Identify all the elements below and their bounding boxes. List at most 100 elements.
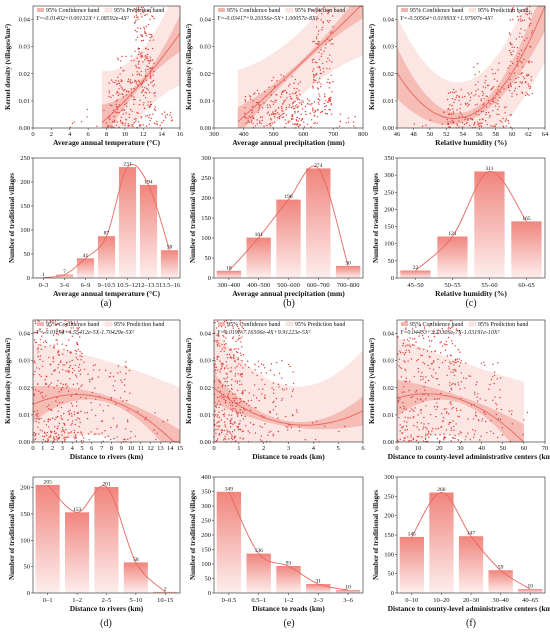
x-axis-label: Relative humidity (%) — [435, 138, 507, 147]
scatter-point — [510, 51, 512, 54]
scatter-point — [272, 409, 275, 411]
scatter-point — [469, 438, 471, 440]
scatter-point — [223, 437, 226, 440]
scatter-point — [441, 328, 443, 330]
scatter-point — [273, 374, 275, 376]
scatter-point — [281, 110, 283, 112]
scatter-point — [424, 398, 427, 400]
scatter-point — [443, 439, 445, 441]
x-tick-label: 0–0.5 — [222, 597, 237, 604]
scatter-point — [319, 69, 322, 71]
scatter-point — [113, 115, 115, 118]
scatter-point — [399, 398, 401, 400]
scatter-point — [480, 122, 482, 124]
scatter-point — [261, 440, 263, 442]
scatter-point — [217, 333, 220, 335]
scatter-point — [446, 374, 448, 376]
scatter-point — [154, 92, 156, 94]
scatter-point — [499, 96, 501, 99]
scatter-point — [231, 422, 233, 424]
scatter-point — [58, 363, 60, 366]
scatter-point — [166, 419, 169, 421]
scatter-point — [272, 101, 274, 103]
scatter-point — [492, 110, 494, 112]
y-tick-label: 150 — [20, 203, 30, 210]
scatter-point — [474, 393, 476, 395]
scatter-point — [119, 73, 121, 75]
scatter-point — [275, 109, 277, 111]
scatter-point — [510, 114, 512, 116]
scatter-point — [36, 367, 38, 369]
scatter-point — [69, 378, 71, 380]
scatter-point — [248, 392, 250, 394]
scatter-point — [487, 84, 490, 87]
scatter-point — [294, 123, 296, 126]
scatter-point — [226, 376, 229, 378]
x-axis-label: Average annual temperature (°C) — [53, 138, 161, 147]
scatter-point — [223, 368, 226, 370]
scatter-point — [132, 98, 135, 101]
bar-value-label: 31 — [316, 579, 322, 585]
scatter-point — [70, 431, 73, 433]
scatter-point — [284, 99, 287, 101]
scatter-point — [525, 8, 527, 10]
scatter-point — [297, 111, 299, 113]
scatter-point — [280, 114, 282, 117]
scatter-point — [474, 121, 476, 124]
scatter-point — [78, 327, 80, 329]
scatter-point — [237, 412, 240, 414]
bar — [216, 491, 242, 593]
scatter-point — [224, 385, 227, 387]
scatter-point — [82, 437, 85, 439]
panel-label: (e) — [283, 618, 294, 629]
scatter-point — [444, 349, 447, 351]
scatter-point — [86, 116, 88, 118]
scatter-point — [461, 126, 464, 128]
scatter-point — [450, 429, 452, 431]
scatter-point — [458, 365, 461, 367]
scatter-point — [460, 397, 462, 400]
scatter-point — [328, 98, 331, 100]
scatter-point — [421, 330, 423, 332]
scatter-point — [239, 409, 241, 411]
scatter-point — [112, 120, 114, 123]
scatter-point — [132, 124, 134, 126]
scatter-point — [127, 421, 129, 423]
scatter-point — [124, 89, 126, 91]
scatter-point — [46, 434, 48, 437]
scatter-point — [65, 387, 68, 389]
y-tick-label: 0.03 — [200, 44, 211, 51]
scatter-point — [508, 410, 511, 412]
scatter-point — [74, 423, 76, 426]
scatter-point — [115, 103, 118, 106]
scatter-point — [107, 126, 109, 128]
scatter-point — [485, 111, 487, 114]
scatter-point — [429, 367, 431, 369]
scatter-point — [221, 430, 224, 432]
scatter-point — [277, 383, 280, 385]
scatter-point — [411, 344, 414, 346]
scatter-point — [528, 60, 531, 62]
scatter-point — [122, 96, 125, 98]
scatter-point — [278, 118, 281, 120]
scatter-point — [415, 326, 417, 328]
scatter-point — [427, 394, 429, 396]
scatter-point — [527, 73, 529, 76]
scatter-point — [444, 331, 446, 333]
scatter-point — [125, 55, 127, 57]
scatter-point — [464, 387, 466, 389]
scatter-point — [83, 368, 86, 371]
scatter-point — [419, 409, 422, 411]
bar — [335, 590, 361, 593]
scatter-point — [511, 423, 513, 425]
scatter-point — [433, 398, 436, 400]
scatter-point — [513, 90, 516, 92]
scatter-point — [259, 104, 262, 106]
scatter-point — [329, 100, 331, 103]
scatter-point — [288, 104, 291, 106]
scatter-point — [216, 320, 219, 323]
x-tick-label: 12–13.5 — [138, 282, 159, 289]
scatter-point — [143, 28, 146, 30]
scatter-point — [303, 126, 306, 128]
